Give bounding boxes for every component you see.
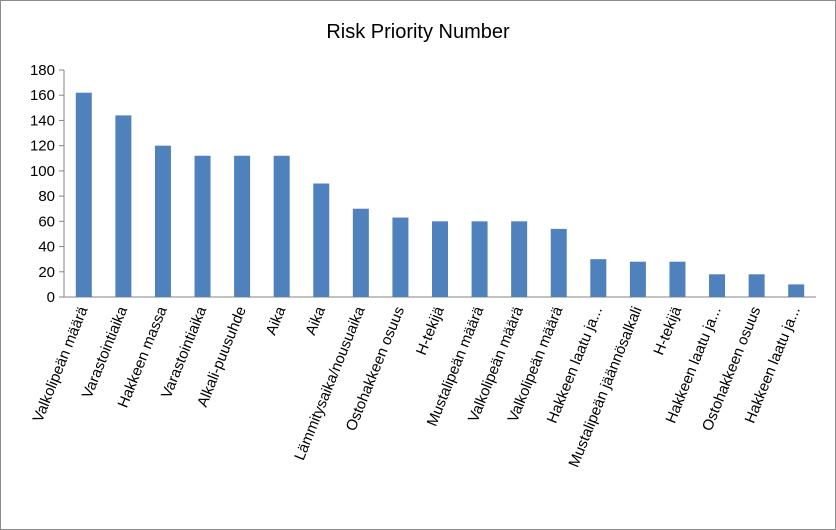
y-tick-label: 20 bbox=[38, 264, 55, 281]
chart-title: Risk Priority Number bbox=[326, 21, 510, 43]
bar bbox=[748, 274, 765, 297]
x-category-label: Aika bbox=[302, 304, 329, 338]
bar bbox=[709, 274, 726, 297]
bar bbox=[234, 155, 251, 297]
y-tick-label: 100 bbox=[30, 163, 55, 180]
bars bbox=[75, 92, 805, 298]
x-category-label: Aika bbox=[263, 304, 290, 338]
y-tick-label: 60 bbox=[38, 213, 55, 230]
bar bbox=[471, 221, 488, 297]
y-tick-label: 160 bbox=[30, 87, 55, 104]
bar bbox=[392, 217, 409, 297]
y-axis-ticks: 0 20 40 60 80 100 120 140 160 180 bbox=[30, 62, 64, 306]
y-tick-label: 0 bbox=[47, 289, 55, 306]
bar bbox=[352, 208, 369, 297]
bar bbox=[75, 92, 92, 297]
x-category-label: H-tekijä bbox=[413, 304, 448, 358]
bar bbox=[550, 228, 567, 297]
y-tick-label: 120 bbox=[30, 138, 55, 155]
bar bbox=[511, 221, 528, 297]
bar bbox=[154, 145, 171, 297]
x-axis-category-labels: Valkolipeän määräVarastointiaikaHakkeen … bbox=[30, 304, 804, 470]
bar bbox=[273, 155, 290, 297]
bar bbox=[669, 261, 686, 297]
x-category-label: Valkolipeän määrä bbox=[30, 304, 92, 425]
bar bbox=[194, 155, 211, 297]
bar bbox=[788, 284, 805, 297]
y-tick-label: 140 bbox=[30, 112, 55, 129]
bar bbox=[629, 261, 646, 297]
bar bbox=[432, 221, 448, 297]
y-tick-label: 180 bbox=[30, 62, 55, 79]
bar bbox=[590, 259, 607, 297]
bar bbox=[115, 115, 132, 298]
x-category-label: H-tekijä bbox=[650, 304, 685, 358]
x-category-label: Mustalipeän jäännösalkali bbox=[565, 304, 645, 470]
y-tick-label: 80 bbox=[38, 188, 55, 205]
bar bbox=[313, 183, 330, 297]
y-tick-label: 40 bbox=[38, 239, 55, 256]
